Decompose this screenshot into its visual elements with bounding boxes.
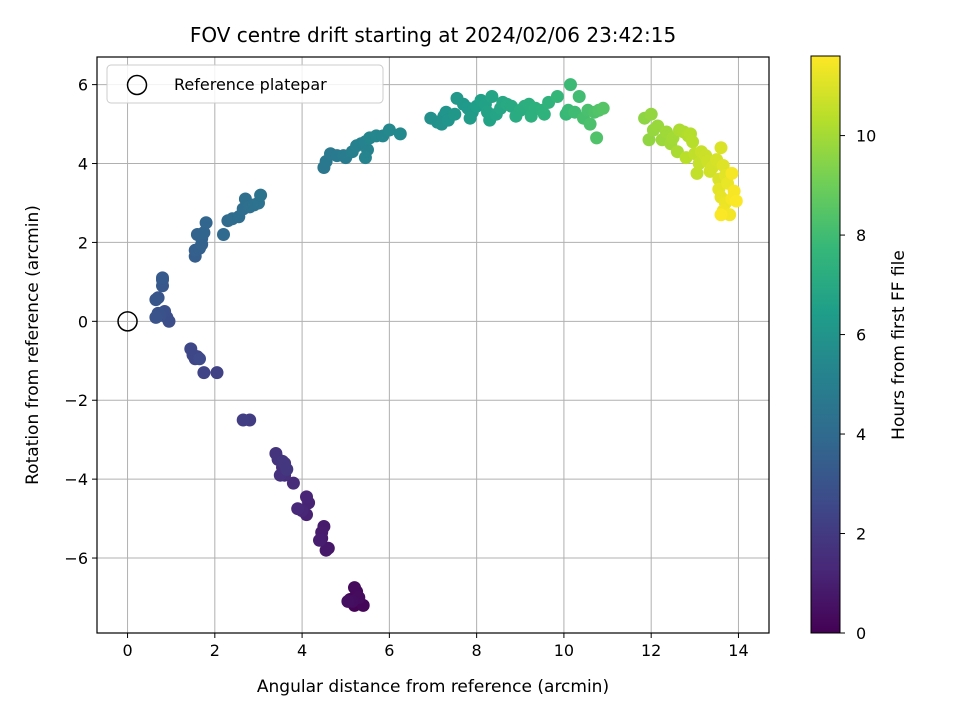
- data-point: [217, 228, 230, 241]
- colorbar-tick-label: 0: [856, 624, 866, 643]
- legend-entry-label: Reference platepar: [174, 75, 327, 94]
- reference-marker-layer: [117, 311, 138, 332]
- colorbar-tick-label: 8: [856, 226, 866, 245]
- data-point: [341, 594, 355, 608]
- data-point: [382, 123, 396, 137]
- data-point: [448, 107, 462, 121]
- data-point: [714, 141, 728, 155]
- data-point: [197, 366, 211, 380]
- colorbar-tick-label: 4: [856, 425, 866, 444]
- y-tick-label: 2: [78, 233, 88, 252]
- data-point: [156, 271, 169, 285]
- data-point: [727, 184, 741, 198]
- data-point: [210, 366, 224, 380]
- x-tick-label: 6: [384, 641, 394, 660]
- y-tick-label: −6: [64, 549, 88, 568]
- data-point: [197, 226, 211, 240]
- data-point: [193, 352, 206, 366]
- data-point: [199, 216, 213, 230]
- data-point: [254, 188, 268, 202]
- colorbar-gradient: [810, 55, 841, 634]
- x-tick-label: 10: [554, 641, 574, 660]
- data-point: [716, 159, 730, 172]
- legend-marker: [126, 74, 148, 96]
- data-point: [280, 462, 294, 476]
- data-point: [319, 543, 333, 557]
- data-point: [184, 342, 198, 356]
- data-point: [348, 581, 361, 595]
- data-points: [149, 78, 743, 612]
- y-tick-label: 6: [78, 76, 88, 95]
- x-tick-label: 14: [728, 641, 748, 660]
- colorbar-ticks: 0 2 4 6 8 10: [840, 127, 876, 643]
- data-point: [690, 166, 704, 180]
- data-point: [644, 107, 658, 121]
- data-point: [300, 490, 313, 504]
- data-point: [485, 90, 499, 103]
- y-tick-label: 4: [78, 155, 88, 174]
- data-point: [642, 133, 656, 147]
- y-axis-ticks: −6 −4 −2 0 2 4 6: [64, 76, 97, 568]
- chart-title: FOV centre drift starting at 2024/02/06 …: [190, 23, 676, 47]
- legend-box: [106, 64, 384, 104]
- data-point: [286, 476, 300, 490]
- y-axis-label: Rotation from reference (arcmin): [23, 205, 43, 485]
- colorbar-tick-label: 6: [856, 326, 866, 345]
- data-point: [149, 293, 163, 307]
- data-point: [463, 111, 477, 125]
- grid-lines: [97, 57, 769, 633]
- y-tick-label: −2: [64, 391, 88, 410]
- x-tick-label: 8: [472, 641, 482, 660]
- x-axis-label: Angular distance from reference (arcmin): [257, 677, 609, 697]
- colorbar-tick-label: 2: [856, 525, 866, 544]
- data-point: [537, 107, 551, 121]
- x-tick-label: 0: [122, 641, 132, 660]
- data-point: [313, 533, 326, 547]
- data-point: [590, 131, 604, 145]
- data-point: [596, 101, 610, 115]
- data-point: [564, 78, 577, 92]
- data-point: [291, 502, 305, 516]
- data-point: [714, 208, 728, 222]
- x-tick-label: 2: [210, 641, 220, 660]
- data-point: [725, 166, 739, 180]
- data-point: [572, 90, 586, 103]
- x-axis-ticks: 0 2 4 6 8 10 12 14: [122, 633, 749, 660]
- data-point: [236, 413, 250, 427]
- reference-platepar-marker: [117, 311, 138, 332]
- x-tick-label: 4: [297, 641, 307, 660]
- colorbar-label: Hours from first FF file: [889, 250, 909, 440]
- y-tick-label: 0: [78, 312, 88, 331]
- data-point: [393, 127, 407, 141]
- x-tick-label: 12: [641, 641, 661, 660]
- y-tick-label: −4: [64, 470, 88, 489]
- data-point: [686, 135, 700, 149]
- data-point: [550, 90, 564, 103]
- colorbar: 0 2 4 6 8 10 Hours from first FF file: [810, 55, 909, 643]
- data-point: [358, 151, 372, 165]
- colorbar-tick-label: 10: [856, 127, 876, 146]
- data-point: [729, 194, 743, 208]
- data-point: [149, 310, 163, 324]
- legend: Reference platepar: [106, 64, 384, 104]
- data-point: [583, 117, 597, 131]
- plot-frame: [96, 56, 770, 634]
